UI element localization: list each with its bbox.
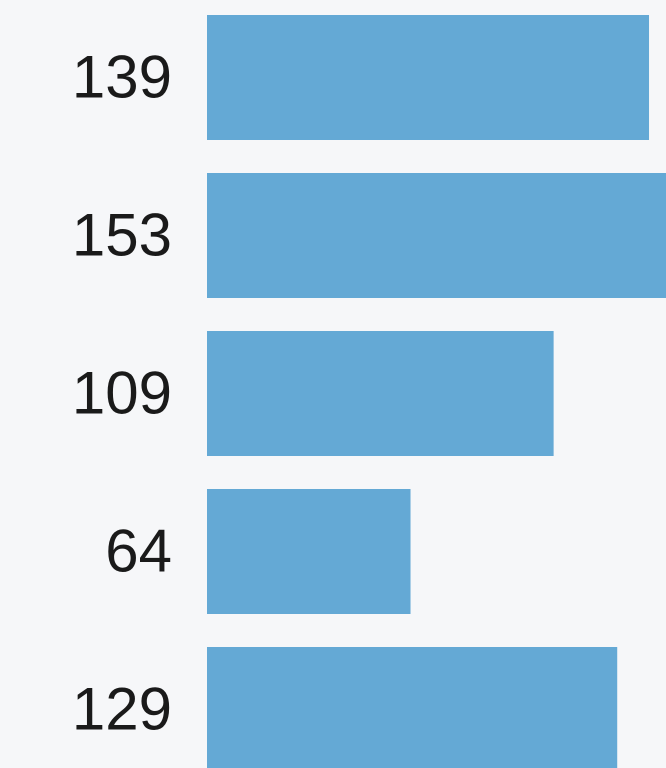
bar bbox=[207, 489, 411, 614]
value-label: 153 bbox=[72, 201, 172, 268]
value-label: 139 bbox=[72, 43, 172, 110]
bar bbox=[207, 647, 618, 768]
value-label: 129 bbox=[72, 675, 172, 742]
bar bbox=[207, 15, 650, 140]
value-label: 109 bbox=[72, 359, 172, 426]
value-label: 64 bbox=[105, 517, 172, 584]
bar bbox=[207, 173, 666, 298]
bar bbox=[207, 331, 554, 456]
